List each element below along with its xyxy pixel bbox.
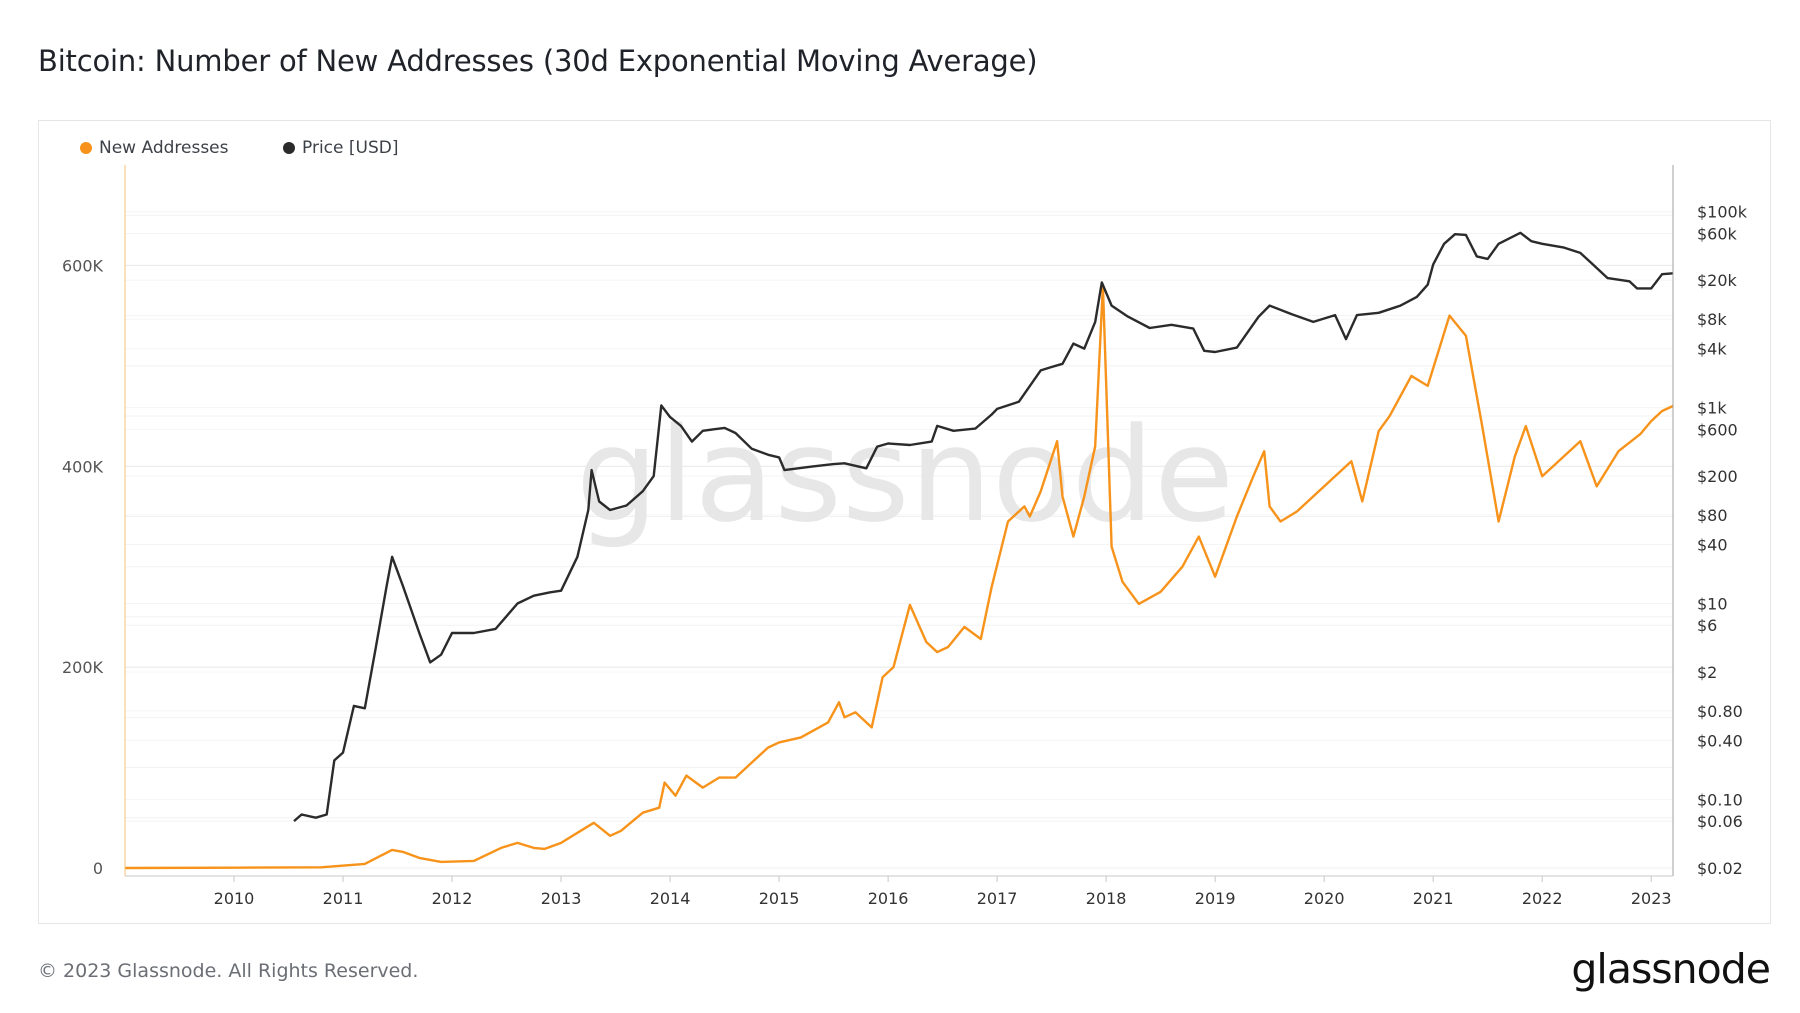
x-tick-label: 2016 — [868, 889, 909, 908]
y-right-tick-label: $8k — [1697, 310, 1727, 329]
legend-dot-price — [283, 142, 295, 154]
x-tick-label: 2010 — [214, 889, 255, 908]
legend-label-new-addresses: New Addresses — [99, 138, 229, 158]
series-line-new-addresses — [124, 284, 1674, 870]
y-right-tick-label: $6 — [1697, 616, 1717, 635]
y-right-tick-label: $80 — [1697, 506, 1728, 525]
x-tick-label: 2021 — [1413, 889, 1454, 908]
y-right-tick-label: $40 — [1697, 536, 1728, 555]
y-right-tick-label: $0.02 — [1697, 859, 1743, 878]
y-right-tick-label: $1k — [1697, 399, 1727, 418]
glassnode-logo: glassnode — [1571, 945, 1771, 993]
x-tick-label: 2015 — [759, 889, 800, 908]
y-left-tick-label: 0 — [93, 859, 103, 878]
y-right-tick-label: $0.10 — [1697, 790, 1743, 809]
x-tick-label: 2014 — [650, 889, 691, 908]
y-right-tick-label: $0.80 — [1697, 702, 1743, 721]
x-tick-label: 2017 — [977, 889, 1018, 908]
x-tick-label: 2013 — [541, 889, 582, 908]
y-left-tick-label: 200K — [62, 658, 104, 677]
y-right-tick-label: $20k — [1697, 271, 1738, 290]
legend-label-price: Price [USD] — [302, 138, 399, 158]
y-right-tick-label: $60k — [1697, 224, 1738, 243]
chart-panel — [38, 120, 1771, 924]
x-tick-label: 2012 — [432, 889, 473, 908]
watermark: glassnode — [576, 399, 1234, 551]
x-tick-label: 2019 — [1195, 889, 1236, 908]
copyright-text: © 2023 Glassnode. All Rights Reserved. — [38, 960, 419, 982]
series-group — [124, 231, 1674, 870]
legend-dot-new-addresses — [80, 142, 92, 154]
y-left-tick-label: 600K — [62, 256, 104, 275]
y-right-tick-label: $600 — [1697, 420, 1738, 439]
y-right-tick-label: $10 — [1697, 594, 1728, 613]
y-right-tick-label: $0.40 — [1697, 731, 1743, 750]
axes-group: 0 200K 400K 600K $0.02 $0.06 $0.10 $0.40 $0.80 $2… — [62, 165, 1748, 908]
x-tick-label: 2020 — [1304, 889, 1345, 908]
x-tick-label: 2022 — [1522, 889, 1563, 908]
y-left-tick-label: 400K — [62, 457, 104, 476]
legend-item-new-addresses[interactable]: New Addresses — [80, 138, 229, 158]
y-right-tick-label: $4k — [1697, 340, 1727, 359]
y-right-tick-label: $2 — [1697, 663, 1717, 682]
series-line-price — [293, 231, 1674, 823]
x-tick-label: 2018 — [1086, 889, 1127, 908]
y-right-tick-label: $200 — [1697, 467, 1738, 486]
y-right-tick-label: $100k — [1697, 203, 1748, 222]
page-title: Bitcoin: Number of New Addresses (30d Ex… — [38, 44, 1038, 78]
y-right-tick-label: $0.06 — [1697, 812, 1743, 831]
legend-item-price[interactable]: Price [USD] — [283, 138, 398, 158]
x-tick-label: 2023 — [1631, 889, 1672, 908]
x-tick-label: 2011 — [323, 889, 364, 908]
grid-lines — [125, 211, 1673, 869]
